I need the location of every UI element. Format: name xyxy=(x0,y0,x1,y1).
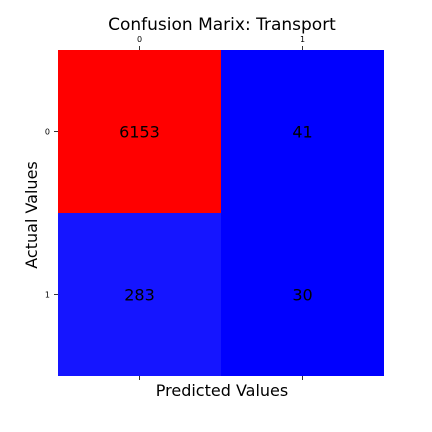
heatmap-cell-0-0 xyxy=(58,50,221,213)
y-axis-label: Actual Values xyxy=(22,161,41,268)
heatmap-cell-1-1 xyxy=(221,213,384,376)
chart-title: Confusion Marix: Transport xyxy=(108,15,336,35)
cell-value-0-0: 6153 xyxy=(119,123,160,142)
cell-value-0-1: 41 xyxy=(292,123,312,142)
cell-value-labels: 6153 41 283 30 xyxy=(119,123,313,305)
cell-value-1-0: 283 xyxy=(124,286,155,305)
heatmap-cell-0-1 xyxy=(221,50,384,213)
y-axis-ticks: 01 xyxy=(45,128,58,300)
cell-value-1-1: 30 xyxy=(292,286,312,305)
bottom-axis-ticks xyxy=(139,376,303,380)
heatmap-cells xyxy=(58,50,384,376)
x-tick-label-1: 1 xyxy=(300,35,305,44)
x-tick-label-0: 0 xyxy=(137,35,142,44)
x-axis-label: Predicted Values xyxy=(156,381,288,400)
y-tick-label-1: 1 xyxy=(45,291,50,300)
y-tick-label-0: 0 xyxy=(45,128,50,137)
heatmap-cell-1-0 xyxy=(58,213,221,376)
